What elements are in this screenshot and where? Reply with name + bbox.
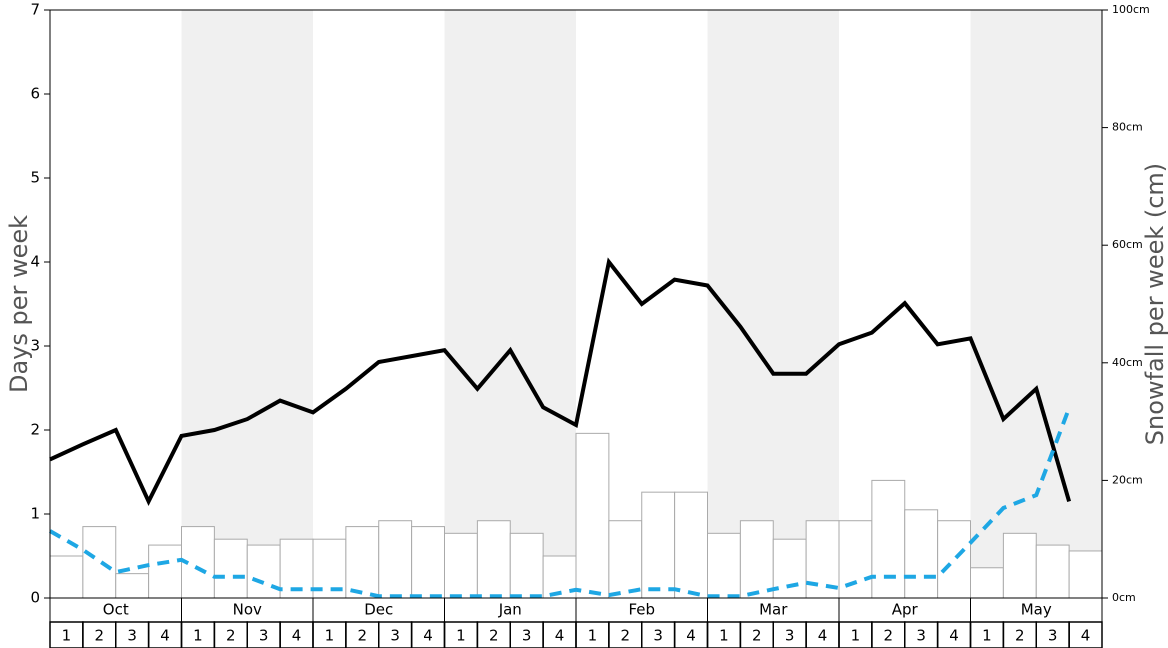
x-tick-label: 2 <box>752 627 762 645</box>
bar <box>213 538 248 599</box>
y2-axis-title: Snowfall per week (cm) <box>1141 163 1168 445</box>
bar <box>674 491 708 599</box>
y2-tick-label: 20cm <box>1112 473 1143 486</box>
x-tick-label: 1 <box>719 627 729 645</box>
bar <box>509 532 544 599</box>
bar <box>838 520 873 599</box>
y-tick-label: 4 <box>30 253 40 271</box>
x-tick-label: 1 <box>588 627 598 645</box>
bar <box>641 491 676 599</box>
x-tick-label: 1 <box>456 627 466 645</box>
bar <box>575 432 610 599</box>
bar <box>476 520 511 599</box>
month-band <box>444 10 576 598</box>
week-cell <box>1068 621 1103 648</box>
month-label: Feb <box>628 601 655 619</box>
y2-tick-label: 0cm <box>1112 591 1136 604</box>
x-tick-label: 2 <box>95 627 105 645</box>
bar <box>82 526 117 599</box>
x-tick-label: 3 <box>522 627 532 645</box>
x-tick-label: 4 <box>555 627 565 645</box>
y-axis-title: Days per week <box>5 215 33 393</box>
month-label: Mar <box>759 601 788 619</box>
x-tick-label: 3 <box>259 627 269 645</box>
month-band <box>707 10 839 598</box>
bar <box>1068 550 1103 599</box>
x-tick-label: 3 <box>653 627 663 645</box>
bar <box>871 479 906 599</box>
x-tick-label: 2 <box>1015 627 1025 645</box>
bar <box>378 520 413 599</box>
x-tick-label: 4 <box>292 627 302 645</box>
month-label: Oct <box>103 601 129 619</box>
x-tick-label: 2 <box>489 627 499 645</box>
x-tick-label: 4 <box>818 627 828 645</box>
y2-tick-label: 80cm <box>1112 121 1143 134</box>
y-tick-label: 1 <box>30 505 40 523</box>
bar <box>707 532 741 599</box>
bar <box>444 532 478 599</box>
bar <box>49 555 84 599</box>
bar <box>904 509 939 599</box>
x-tick-label: 3 <box>390 627 400 645</box>
month-label: Nov <box>233 601 262 619</box>
month-band <box>970 10 1102 598</box>
bar <box>937 520 971 599</box>
y2-tick-label: 40cm <box>1112 356 1143 369</box>
x-tick-label: 2 <box>884 627 894 645</box>
bar <box>115 573 150 599</box>
bar <box>1035 544 1070 599</box>
x-tick-label: 3 <box>785 627 795 645</box>
x-tick-label: 1 <box>982 627 992 645</box>
month-label: Apr <box>892 601 919 619</box>
x-tick-label: 1 <box>62 627 72 645</box>
bar <box>970 567 1004 599</box>
x-tick-label: 2 <box>621 627 631 645</box>
y2-tick-label: 100cm <box>1112 3 1150 16</box>
month-label: Dec <box>364 601 393 619</box>
x-tick-label: 1 <box>193 627 203 645</box>
y2-tick-label: 60cm <box>1112 238 1143 251</box>
x-tick-label: 2 <box>226 627 236 645</box>
x-tick-label: 3 <box>916 627 926 645</box>
month-band <box>181 10 313 598</box>
bar <box>345 526 380 599</box>
bar <box>739 520 774 599</box>
y-tick-label: 6 <box>30 85 40 103</box>
x-tick-label: 1 <box>325 627 335 645</box>
bar <box>411 526 445 599</box>
line-series <box>49 407 1071 599</box>
bar <box>246 544 281 599</box>
month-label: May <box>1021 601 1052 619</box>
y-tick-label: 3 <box>30 337 40 355</box>
bar <box>148 544 182 599</box>
x-tick-label: 4 <box>949 627 959 645</box>
x-tick-label: 1 <box>851 627 861 645</box>
x-tick-label: 4 <box>1081 627 1091 645</box>
y-tick-label: 5 <box>30 169 40 187</box>
month-label: Jan <box>498 601 522 619</box>
x-tick-label: 2 <box>358 627 368 645</box>
x-tick-label: 3 <box>127 627 137 645</box>
bar <box>1002 532 1037 599</box>
x-tick-label: 3 <box>1048 627 1058 645</box>
y-tick-label: 7 <box>30 1 40 19</box>
x-tick-label: 4 <box>423 627 433 645</box>
y-tick-label: 2 <box>30 421 40 439</box>
y-tick-label: 0 <box>30 589 40 607</box>
x-tick-label: 4 <box>160 627 170 645</box>
x-tick-label: 4 <box>686 627 696 645</box>
line-series <box>49 257 1072 507</box>
bar <box>608 520 643 599</box>
